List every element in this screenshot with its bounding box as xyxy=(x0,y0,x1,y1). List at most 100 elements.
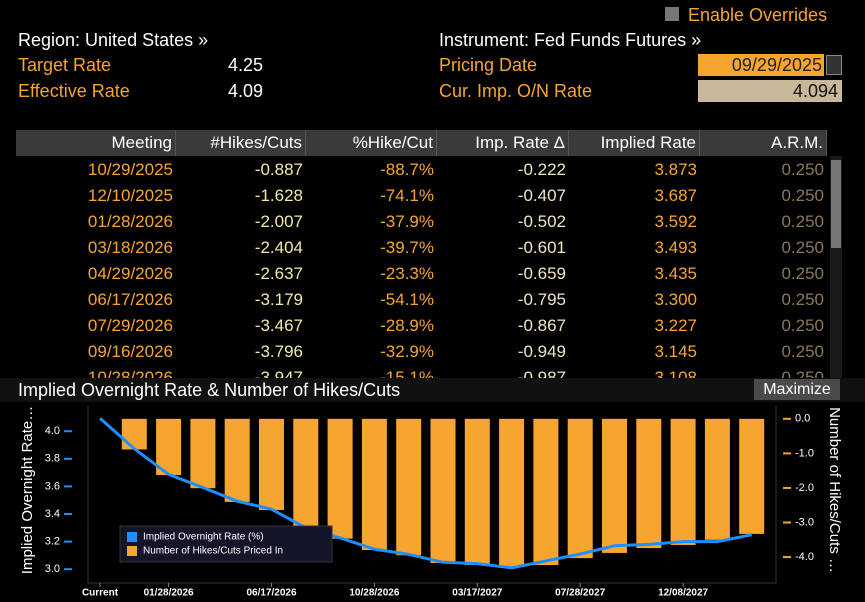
bar xyxy=(361,418,387,551)
label: Target Rate xyxy=(18,55,112,75)
column-header: #Hikes/Cuts xyxy=(176,130,306,156)
table-cell: 04/29/2026 xyxy=(87,264,173,283)
table-cell: -0.601 xyxy=(517,238,566,257)
bar xyxy=(670,418,696,545)
table: Meeting #Hikes/Cuts %Hike/Cut Imp. Rate Δ Im… xyxy=(16,130,844,378)
table-cell: -15.1% xyxy=(380,368,434,378)
bar xyxy=(464,418,490,566)
y-tick-label: 3.2 xyxy=(45,536,60,548)
bar xyxy=(190,418,216,489)
y-tick-label: 3.6 xyxy=(45,480,60,492)
y2-axis-label: Number of Hikes/Cuts … xyxy=(826,407,843,573)
bar xyxy=(156,418,182,476)
table-cell: -54.1% xyxy=(380,290,434,309)
table-cell: -32.9% xyxy=(380,342,434,361)
table-cell: 0.250 xyxy=(781,238,824,257)
label: Pricing Date xyxy=(439,55,538,75)
column-header: %Hike/Cut xyxy=(306,130,437,156)
x-tick-label: 10/28/2026 xyxy=(349,588,399,599)
maximize-label[interactable]: Maximize xyxy=(763,381,831,398)
legend-box xyxy=(119,525,333,563)
bar xyxy=(704,418,730,540)
table-cell: -1.628 xyxy=(254,186,303,205)
legend-swatch xyxy=(127,546,137,556)
table-cell: -0.949 xyxy=(517,342,566,361)
table-cell: 3.435 xyxy=(654,264,697,283)
bar xyxy=(636,418,662,549)
table-cell: 0.250 xyxy=(781,186,824,205)
legend-swatch xyxy=(127,532,137,542)
value: 4.25 xyxy=(228,55,264,75)
bar xyxy=(396,418,422,556)
table-cell: -0.987 xyxy=(517,368,566,378)
bar xyxy=(430,418,456,563)
column-header: Meeting xyxy=(16,130,176,156)
table-cell: 0.250 xyxy=(781,342,824,361)
column-header: Implied Rate xyxy=(569,130,700,156)
table-cell: 0.250 xyxy=(781,316,824,335)
table-cell: -2.404 xyxy=(254,238,303,257)
bar xyxy=(293,418,319,529)
scroll-thumb[interactable] xyxy=(831,160,841,248)
x-tick-label: 01/28/2026 xyxy=(144,588,194,599)
chart: Implied Overnight Rate & Number of Hikes… xyxy=(0,378,865,602)
table-cell: -0.887 xyxy=(254,160,303,179)
checkbox[interactable] xyxy=(665,7,679,21)
table-cell: 10/28/2026 xyxy=(87,368,173,378)
y2-tick-label: -1.0 xyxy=(795,447,814,459)
calendar-icon[interactable] xyxy=(826,55,842,75)
label: Effective Rate xyxy=(18,81,130,101)
bar xyxy=(533,418,559,566)
table-cell: 3.227 xyxy=(654,316,697,335)
legend-label: Implied Overnight Rate (%) xyxy=(143,532,264,543)
table-cell: -88.7% xyxy=(380,160,434,179)
y-axis-label: Implied Overnight Rate… xyxy=(19,406,36,574)
table-cell: 3.493 xyxy=(654,238,697,257)
table-cell: -3.947 xyxy=(254,368,303,378)
table-cell: -39.7% xyxy=(380,238,434,257)
table-cell: 0.250 xyxy=(781,290,824,309)
table-cell: 3.145 xyxy=(654,342,697,361)
y-tick-label: 3.4 xyxy=(45,508,60,520)
bar xyxy=(224,418,250,502)
bar xyxy=(739,418,765,534)
table-cell: 3.300 xyxy=(654,290,697,309)
x-tick-label: 12/08/2027 xyxy=(658,588,708,599)
table-cell: -2.007 xyxy=(254,212,303,231)
region[interactable]: Region: United States » xyxy=(18,30,209,50)
table-cell: 0.250 xyxy=(781,264,824,283)
y2-tick-label: -3.0 xyxy=(795,516,814,528)
table-cell: -0.407 xyxy=(517,186,566,205)
bar xyxy=(327,418,353,539)
table-cell: 03/18/2026 xyxy=(87,238,173,257)
table-cell: 3.873 xyxy=(654,160,697,179)
table-cell: -3.467 xyxy=(254,316,303,335)
x-tick-label: Current xyxy=(82,588,119,599)
table-cell: -23.3% xyxy=(380,264,434,283)
instrument[interactable]: Instrument: Fed Funds Futures » xyxy=(439,30,702,50)
y2-tick-label: 0.0 xyxy=(795,413,810,425)
table-cell: 0.250 xyxy=(781,160,824,179)
table-cell: -0.867 xyxy=(517,316,566,335)
table-cell: 3.687 xyxy=(654,186,697,205)
bar xyxy=(121,418,147,450)
table-cell: -3.179 xyxy=(254,290,303,309)
table-cell: -74.1% xyxy=(380,186,434,205)
x-tick-label: 06/17/2026 xyxy=(246,588,296,599)
table-cell: 01/28/2026 xyxy=(87,212,173,231)
y-tick-label: 3.8 xyxy=(45,453,60,465)
y2-tick-label: -4.0 xyxy=(795,551,814,563)
column-header: Imp. Rate Δ xyxy=(437,130,569,156)
maximize-button[interactable] xyxy=(754,379,840,400)
date-input[interactable]: 09/29/2025 xyxy=(698,54,824,76)
table-cell: -0.659 xyxy=(517,264,566,283)
enable-overrides[interactable]: Enable Overrides xyxy=(688,5,828,25)
legend-label: Number of Hikes/Cuts Priced In xyxy=(143,546,283,557)
table-cell: -3.796 xyxy=(254,342,303,361)
rate-input[interactable]: 4.094 xyxy=(698,80,842,102)
column-header: A.R.M. xyxy=(700,130,827,156)
y-tick-label: 3.0 xyxy=(45,563,60,575)
table-cell: 3.592 xyxy=(654,212,697,231)
table-cell: 10/29/2025 xyxy=(87,160,173,179)
